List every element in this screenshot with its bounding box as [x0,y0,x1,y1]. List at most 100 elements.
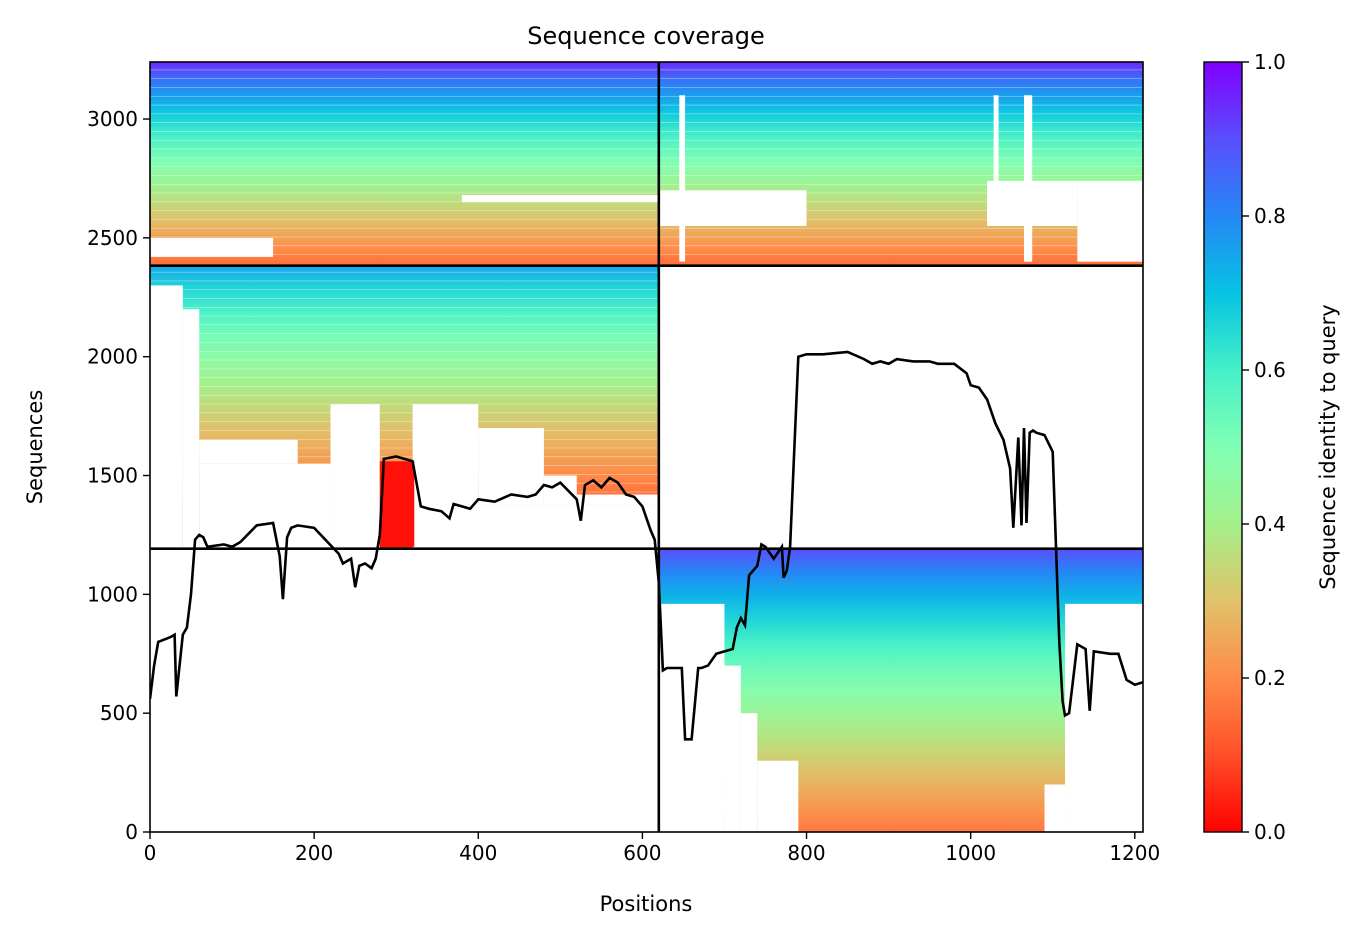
x-tick-label: 800 [787,841,825,865]
coverage-gap [740,713,758,832]
coverage-gap [150,394,1143,396]
coverage-gap [150,465,1143,466]
coverage-gap [150,324,1143,326]
coverage-gap [150,456,1143,458]
coverage-gap [150,482,1143,484]
coverage-gap [724,665,741,832]
coverage-block [658,62,1143,266]
coverage-gap [150,403,1143,405]
coverage-gap [150,183,1143,185]
coverage-gap [993,95,999,191]
coverage-gap [150,157,1143,159]
coverage-gap [150,342,1143,343]
coverage-gap [199,463,331,549]
coverage-gap [150,227,1143,229]
coverage-line [150,350,1143,741]
x-tick-label: 1000 [945,841,996,865]
coverage-gap [150,421,1143,422]
coverage-gap [150,526,1143,528]
y-tick-label: 500 [100,701,138,725]
coverage-gap [150,474,1143,475]
coverage-gap [150,377,1143,378]
plot-frame [149,61,1144,833]
y-tick-label: 3000 [87,107,138,131]
coverage-gap [150,245,1143,247]
y-axis-label: Sequences [23,390,47,505]
coverage-gap [150,95,1143,97]
colorbar-ticks: 0.0 0.2 0.4 0.6 0.8 1.0 [1242,50,1286,844]
coverage-gap [150,307,1143,308]
coverage-gap [150,285,183,549]
coverage-gap [679,95,686,262]
colorbar-tick-label: 1.0 [1254,50,1286,74]
coverage-gap [150,201,1143,203]
coverage-gap [150,271,1143,273]
colorbar-label: Sequence identity to query [1316,304,1340,589]
colorbar-tick-label: 0.4 [1254,512,1286,536]
coverage-gap [199,439,298,464]
y-tick-label: 2000 [87,345,138,369]
x-axis-ticks: 0 200 400 600 800 1000 1200 [144,832,1160,865]
coverage-block [150,62,659,266]
coverage-gap [150,359,1143,361]
coverage-gap [150,78,1143,79]
coverage-gap [1065,603,1143,832]
y-tick-label: 2500 [87,226,138,250]
coverage-gap [150,122,1143,123]
x-axis-label: Positions [600,892,693,916]
coverage-gap [150,236,1143,238]
coverage-gap [150,237,274,257]
coverage-gap [150,548,659,832]
coverage-gap [150,175,1143,176]
coverage-gap [150,192,1143,194]
coverage-gap [412,504,659,549]
chart-title: Sequence coverage [527,22,764,50]
coverage-gap [461,195,659,203]
coverage-gap [1024,95,1033,262]
coverage-gap [150,447,1143,449]
coverage-gap [150,430,1143,431]
coverage-gap [150,219,1143,220]
coverage-gap [150,535,1143,537]
coverage-gap [150,350,1143,352]
coverage-gap [150,333,1143,335]
coverage-gap [150,438,1143,440]
coverage-gap [150,298,1143,299]
coverage-fragment [379,461,415,547]
y-tick-label: 1000 [87,582,138,606]
coverage-gap [576,494,659,505]
coverage-gap [150,113,1143,115]
coverage-gap [150,69,1143,71]
coverage-gap [150,87,1143,88]
colorbar-tick-label: 0.0 [1254,820,1286,844]
coverage-gap [543,475,577,505]
coverage-gap [150,500,1143,502]
coverage-gap [150,131,1143,132]
colorbar-tick-label: 0.2 [1254,666,1286,690]
coverage-gap [150,166,1143,167]
coverage-gap [150,386,1143,387]
coverage-gap [1077,180,1143,262]
coverage-gap [150,491,1143,493]
coverage-gap [150,509,1143,510]
colorbar-tick-label: 0.6 [1254,358,1286,382]
coverage-gap [150,315,1143,317]
coverage-gap [150,210,1143,211]
coverage-gap [150,368,1143,370]
y-axis-ticks: 0 500 1000 1500 2000 2500 3000 [87,107,150,844]
coverage-gap [757,760,799,832]
coverage-gap [658,265,1143,549]
coverage-gaps [150,69,1143,832]
x-tick-label: 200 [295,841,333,865]
coverage-gap [150,289,1143,291]
block-boundaries [150,62,1143,832]
y-tick-label: 0 [125,820,138,844]
coverage-gap [1044,784,1066,832]
x-tick-label: 0 [144,841,157,865]
x-tick-label: 600 [623,841,661,865]
coverage-gap [478,427,544,505]
coverage-gap [346,404,364,464]
coverage-gap [182,309,200,549]
coverage-gap [150,280,1143,282]
